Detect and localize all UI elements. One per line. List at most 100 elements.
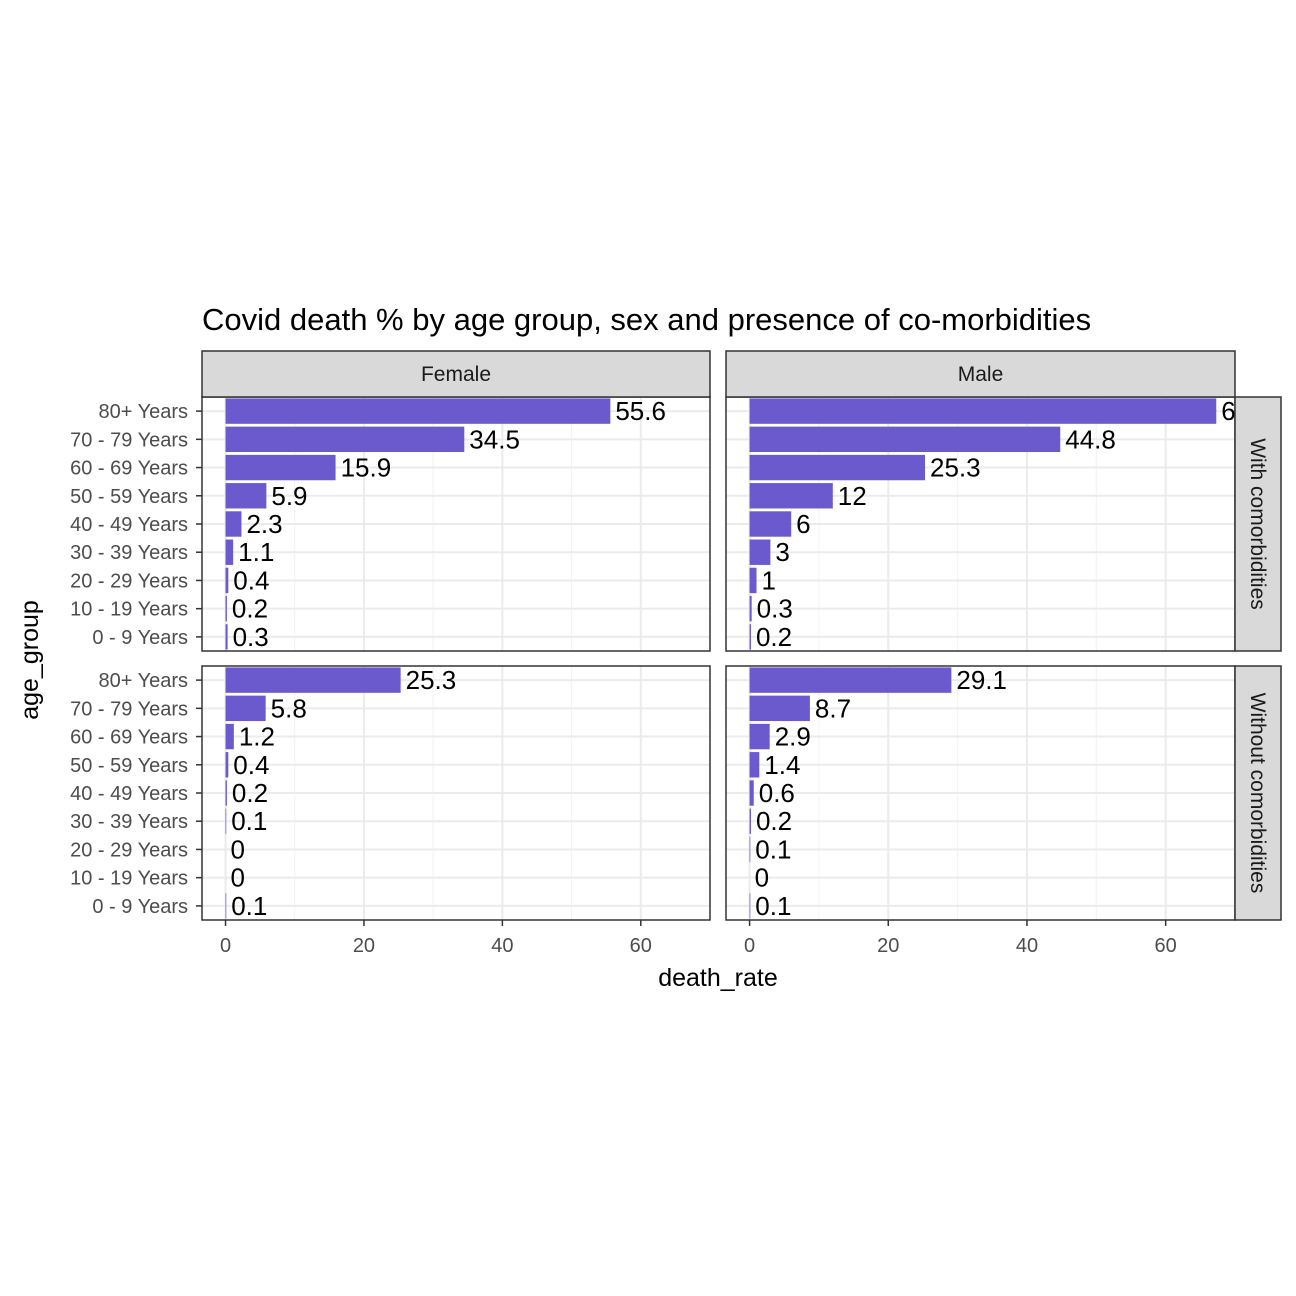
strip-with-comorbidities <box>1234 396 1282 652</box>
bar-50-59-years <box>749 752 760 778</box>
data-label: 1.4 <box>764 750 800 780</box>
y-tick-label: 40 - 49 Years <box>70 514 188 536</box>
data-label: 3 <box>775 537 789 567</box>
data-label: 6 <box>796 509 810 539</box>
x-axis-title: death_rate <box>658 964 778 992</box>
data-label: 0.2 <box>756 622 792 652</box>
data-label: 5.8 <box>271 693 307 723</box>
data-label: 55.6 <box>615 396 666 426</box>
data-label: 15.9 <box>341 453 392 483</box>
bar-30-39-years <box>749 808 751 834</box>
bar-60-69-years <box>749 723 770 750</box>
bar-0-9-years <box>225 624 228 650</box>
x-tick-label: 60 <box>630 935 652 957</box>
data-label: 0 <box>231 834 245 864</box>
bar-50-59-years <box>749 483 833 509</box>
y-tick-label: 10 - 19 Years <box>70 868 188 890</box>
bar-0-9-years <box>225 893 227 919</box>
bar-40-49-years <box>225 511 242 537</box>
bar-10-19-years <box>749 595 752 622</box>
data-label: 8.7 <box>815 693 851 723</box>
bar-80-years <box>749 398 1217 424</box>
data-label: 12 <box>838 481 867 511</box>
bar-20-29-years <box>749 836 751 863</box>
y-tick-label: 50 - 59 Years <box>70 486 188 508</box>
data-label: 0.1 <box>755 891 791 921</box>
bar-30-39-years <box>749 539 771 565</box>
data-label: 0 <box>755 863 769 893</box>
bar-70-79-years <box>749 426 1061 453</box>
y-tick-label: 0 - 9 Years <box>92 627 188 649</box>
bar-0-9-years <box>749 624 751 650</box>
data-label: 0.1 <box>231 891 267 921</box>
data-label: 34.5 <box>469 424 520 454</box>
bar-40-49-years <box>749 780 754 806</box>
y-tick-label: 60 - 69 Years <box>70 458 188 480</box>
y-tick-label: 20 - 29 Years <box>70 839 188 861</box>
x-tick-label: 20 <box>353 935 375 957</box>
y-tick-label: 70 - 79 Years <box>70 429 188 451</box>
bar-50-59-years <box>225 752 229 778</box>
data-label: 1 <box>762 565 776 595</box>
y-tick-label: 20 - 29 Years <box>70 570 188 592</box>
y-tick-label: 80+ Years <box>98 670 188 692</box>
data-label: 6 <box>1221 396 1235 426</box>
bar-20-29-years <box>225 567 229 594</box>
data-label: 2.3 <box>246 509 282 539</box>
strip-label-with-comorbidities: With comorbidities <box>1246 438 1269 610</box>
bar-80-years <box>749 667 952 693</box>
data-label: 2.9 <box>775 722 811 752</box>
data-label: 0 <box>231 863 245 893</box>
bar-80-years <box>225 398 611 424</box>
strip-label-without-comorbidities: Without comorbidities <box>1246 693 1269 894</box>
bar-10-19-years <box>225 595 227 622</box>
data-label: 0.1 <box>755 834 791 864</box>
data-label: 0.6 <box>759 778 795 808</box>
bar-50-59-years <box>225 483 267 509</box>
data-label: 5.9 <box>271 481 307 511</box>
panel-female-with-comorbidities: 55.6 34.5 15.9 5.92.31.10.40.20.3 <box>201 396 711 652</box>
data-label: 44.8 <box>1065 424 1116 454</box>
bar-80-years <box>225 667 401 693</box>
strip-label-male: Male <box>958 363 1004 386</box>
bar-60-69-years <box>225 723 234 750</box>
y-tick-label: 30 - 39 Years <box>70 542 188 564</box>
data-label: 25.3 <box>406 665 457 695</box>
y-axis-title: age_group <box>16 600 44 720</box>
data-label: 25.3 <box>930 453 981 483</box>
panel-male-without-comorbidities: 29.18.72.91.40.60.20.100.1 <box>725 665 1236 921</box>
data-label: 0.1 <box>231 806 267 836</box>
data-label: 0.2 <box>232 778 268 808</box>
data-label: 0.4 <box>233 565 269 595</box>
data-label: 0.4 <box>233 750 269 780</box>
bar-0-9-years <box>749 893 751 919</box>
y-tick-label: 60 - 69 Years <box>70 727 188 749</box>
bar-30-39-years <box>225 808 227 834</box>
y-tick-label: 0 - 9 Years <box>92 896 188 918</box>
y-tick-label: 30 - 39 Years <box>70 811 188 833</box>
strip-female <box>201 350 711 398</box>
bar-60-69-years <box>749 454 926 481</box>
x-tick-label: 40 <box>491 935 513 957</box>
y-tick-label: 80+ Years <box>98 401 188 423</box>
bar-40-49-years <box>225 780 227 806</box>
y-tick-label: 50 - 59 Years <box>70 755 188 777</box>
data-label: 1.1 <box>238 537 274 567</box>
x-tick-label: 20 <box>877 935 899 957</box>
bar-40-49-years <box>749 511 792 537</box>
data-label: 1.2 <box>239 722 275 752</box>
plot-area: 55.634.515.95.92.31.10.40.20.3644.825.31… <box>70 350 1282 957</box>
bar-70-79-years <box>225 695 266 722</box>
chart-title: Covid death % by age group, sex and pres… <box>202 302 1091 337</box>
strip-label-female: Female <box>421 363 491 386</box>
y-tick-label: 10 - 19 Years <box>70 599 188 621</box>
bar-20-29-years <box>749 567 757 594</box>
data-label: 0.2 <box>756 806 792 836</box>
data-label: 0.3 <box>233 622 269 652</box>
data-label: 29.1 <box>956 665 1007 695</box>
x-tick-label: 60 <box>1155 935 1177 957</box>
data-label: 0.3 <box>757 594 793 624</box>
